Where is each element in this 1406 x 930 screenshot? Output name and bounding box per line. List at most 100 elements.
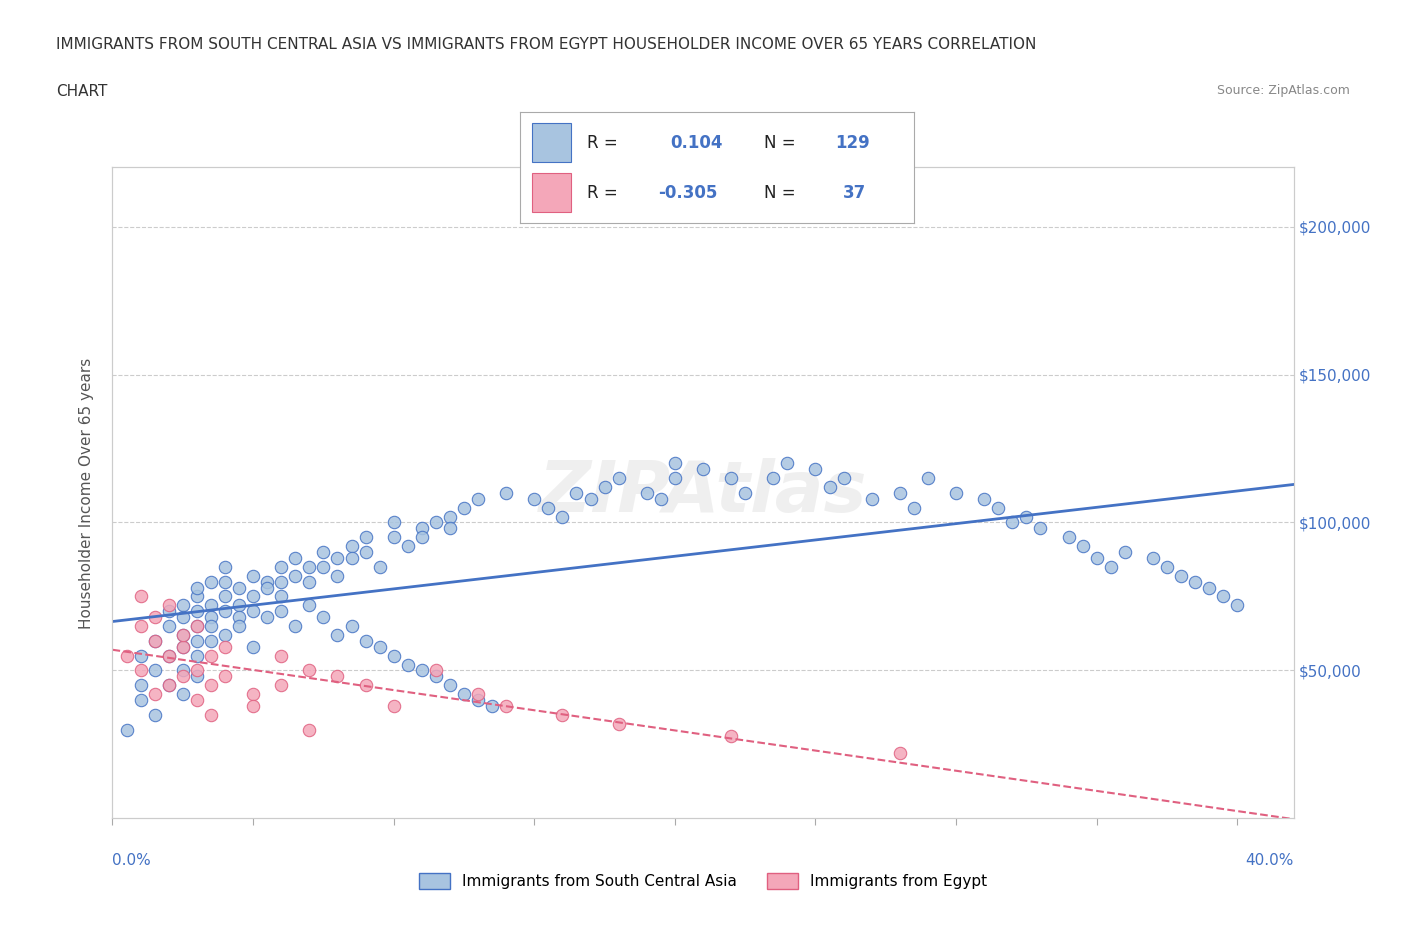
Point: [818, 480, 841, 495]
Point: [453, 686, 475, 701]
Point: [172, 598, 194, 613]
Point: [579, 491, 602, 506]
Point: [467, 693, 489, 708]
Point: [186, 604, 208, 618]
Point: [157, 678, 180, 693]
Point: [860, 491, 883, 506]
Text: 37: 37: [844, 184, 866, 202]
Point: [129, 648, 152, 663]
Text: Source: ZipAtlas.com: Source: ZipAtlas.com: [1216, 84, 1350, 97]
Point: [650, 491, 672, 506]
Text: 129: 129: [835, 134, 870, 152]
Point: [439, 521, 461, 536]
Point: [551, 708, 574, 723]
Point: [312, 545, 335, 560]
Point: [425, 515, 447, 530]
Point: [453, 500, 475, 515]
Point: [298, 723, 321, 737]
Point: [214, 574, 236, 589]
Point: [903, 500, 925, 515]
Point: [832, 471, 855, 485]
Point: [889, 746, 911, 761]
FancyBboxPatch shape: [531, 173, 571, 212]
Point: [214, 560, 236, 575]
Point: [439, 509, 461, 524]
Point: [720, 471, 742, 485]
Text: N =: N =: [765, 134, 796, 152]
Point: [326, 628, 349, 643]
Point: [804, 462, 827, 477]
Point: [523, 491, 546, 506]
Point: [214, 589, 236, 604]
Point: [157, 648, 180, 663]
Text: R =: R =: [588, 134, 617, 152]
Point: [270, 648, 292, 663]
Point: [129, 618, 152, 633]
Point: [1212, 589, 1234, 604]
Point: [200, 598, 222, 613]
Point: [1071, 538, 1094, 553]
Point: [186, 618, 208, 633]
Point: [157, 604, 180, 618]
Point: [1099, 560, 1122, 575]
Point: [270, 604, 292, 618]
Point: [1015, 509, 1038, 524]
Point: [973, 491, 995, 506]
Point: [326, 551, 349, 565]
Point: [354, 545, 377, 560]
Point: [1001, 515, 1024, 530]
Point: [200, 633, 222, 648]
Point: [411, 530, 433, 545]
Point: [312, 560, 335, 575]
Point: [537, 500, 560, 515]
Text: CHART: CHART: [56, 84, 108, 99]
Point: [593, 480, 616, 495]
Point: [439, 678, 461, 693]
Point: [396, 538, 419, 553]
Point: [664, 471, 686, 485]
Point: [270, 678, 292, 693]
Y-axis label: Householder Income Over 65 years: Householder Income Over 65 years: [79, 357, 94, 629]
Point: [186, 648, 208, 663]
Point: [214, 628, 236, 643]
Point: [228, 598, 250, 613]
Point: [129, 678, 152, 693]
Point: [129, 589, 152, 604]
Point: [368, 639, 391, 654]
Point: [917, 471, 939, 485]
Point: [607, 471, 630, 485]
Point: [720, 728, 742, 743]
Point: [172, 639, 194, 654]
Point: [157, 598, 180, 613]
Point: [256, 580, 278, 595]
Point: [396, 658, 419, 672]
Point: [607, 716, 630, 731]
Point: [157, 678, 180, 693]
Point: [354, 530, 377, 545]
Point: [228, 580, 250, 595]
Point: [284, 568, 307, 583]
Point: [692, 462, 714, 477]
Point: [228, 610, 250, 625]
Point: [242, 686, 264, 701]
Point: [382, 515, 405, 530]
Point: [425, 663, 447, 678]
Point: [186, 580, 208, 595]
Point: [143, 633, 166, 648]
Point: [889, 485, 911, 500]
Point: [636, 485, 658, 500]
Point: [172, 628, 194, 643]
Point: [340, 538, 363, 553]
Point: [481, 698, 503, 713]
Text: R =: R =: [588, 184, 617, 202]
Point: [172, 610, 194, 625]
Point: [1057, 530, 1080, 545]
Point: [129, 663, 152, 678]
Point: [1142, 551, 1164, 565]
Point: [411, 521, 433, 536]
Point: [382, 648, 405, 663]
Point: [143, 708, 166, 723]
Point: [242, 698, 264, 713]
Point: [143, 686, 166, 701]
Point: [186, 693, 208, 708]
